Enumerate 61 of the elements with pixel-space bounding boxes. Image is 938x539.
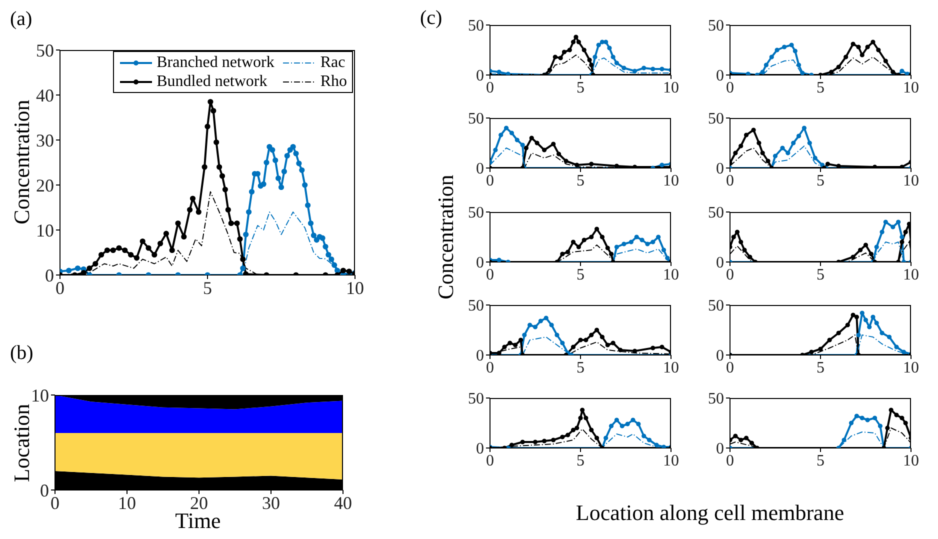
chart-title: (b) [10, 342, 34, 365]
y-tick-label: 50 [468, 110, 484, 128]
y-tick-label: 50 [468, 204, 484, 222]
legend-label: Bundled network [156, 72, 268, 91]
y-tick-label: 0 [476, 348, 484, 365]
x-tick-label: 5 [816, 359, 824, 376]
x-tick-label: 10 [903, 266, 919, 284]
y-tick-label: 0 [476, 254, 484, 272]
x-tick-label: 40 [334, 492, 352, 513]
x-tick-label: 10 [346, 278, 364, 298]
x-tick-label: 5 [576, 359, 584, 376]
y-tick-label: 0 [40, 480, 49, 500]
y-tick-label: 0 [476, 160, 484, 178]
y-tick-label: 50 [708, 204, 724, 222]
y-axis-title: Concentration [9, 100, 35, 224]
y-tick-label: 50 [708, 298, 724, 315]
chart-title: (c) [420, 7, 442, 30]
y-tick-label: 0 [476, 440, 484, 458]
x-axis-title: Location along cell membrane [576, 500, 844, 526]
legend-label: Rac [320, 53, 346, 72]
x-tick-label: 10 [903, 452, 919, 470]
x-tick-label: 10 [663, 359, 679, 376]
x-tick-label: 10 [663, 452, 679, 470]
y-tick-label: 0 [716, 348, 724, 365]
y-tick-label: 50 [468, 390, 484, 408]
x-tick-label: 5 [576, 79, 584, 96]
x-tick-label: 10 [118, 492, 136, 513]
x-tick-label: 5 [576, 452, 584, 470]
y-tick-label: 0 [716, 440, 724, 458]
y-tick-label: 30 [36, 130, 54, 150]
y-tick-label: 0 [716, 68, 724, 85]
y-axis-title: Concentration [433, 174, 459, 300]
chart-title: (a) [10, 8, 32, 31]
legend-label: Branched network [156, 53, 274, 72]
y-tick-label: 50 [468, 298, 484, 315]
x-tick-label: 5 [576, 172, 584, 190]
x-tick-label: 5 [816, 79, 824, 96]
x-tick-label: 30 [262, 492, 280, 513]
y-tick-label: 50 [468, 18, 484, 35]
y-tick-label: 50 [36, 40, 54, 60]
x-tick-label: 10 [663, 266, 679, 284]
x-tick-label: 10 [903, 359, 919, 376]
y-tick-label: 10 [31, 385, 49, 406]
y-tick-label: 0 [716, 160, 724, 178]
x-tick-label: 5 [576, 266, 584, 284]
y-tick-label: 50 [708, 110, 724, 128]
y-axis-title: Location [9, 404, 35, 482]
y-tick-label: 10 [36, 220, 54, 240]
y-tick-label: 0 [476, 68, 484, 85]
x-tick-label: 10 [903, 79, 919, 96]
x-tick-label: 10 [663, 79, 679, 96]
y-tick-label: 0 [716, 254, 724, 272]
legend-label: Rho [320, 72, 347, 91]
x-tick-label: 5 [816, 172, 824, 190]
x-tick-label: 5 [203, 278, 212, 298]
x-tick-label: 5 [816, 452, 824, 470]
x-tick-label: 10 [903, 172, 919, 190]
x-tick-label: 10 [663, 172, 679, 190]
x-tick-label: 5 [816, 266, 824, 284]
y-tick-label: 50 [708, 390, 724, 408]
y-tick-label: 50 [708, 18, 724, 35]
